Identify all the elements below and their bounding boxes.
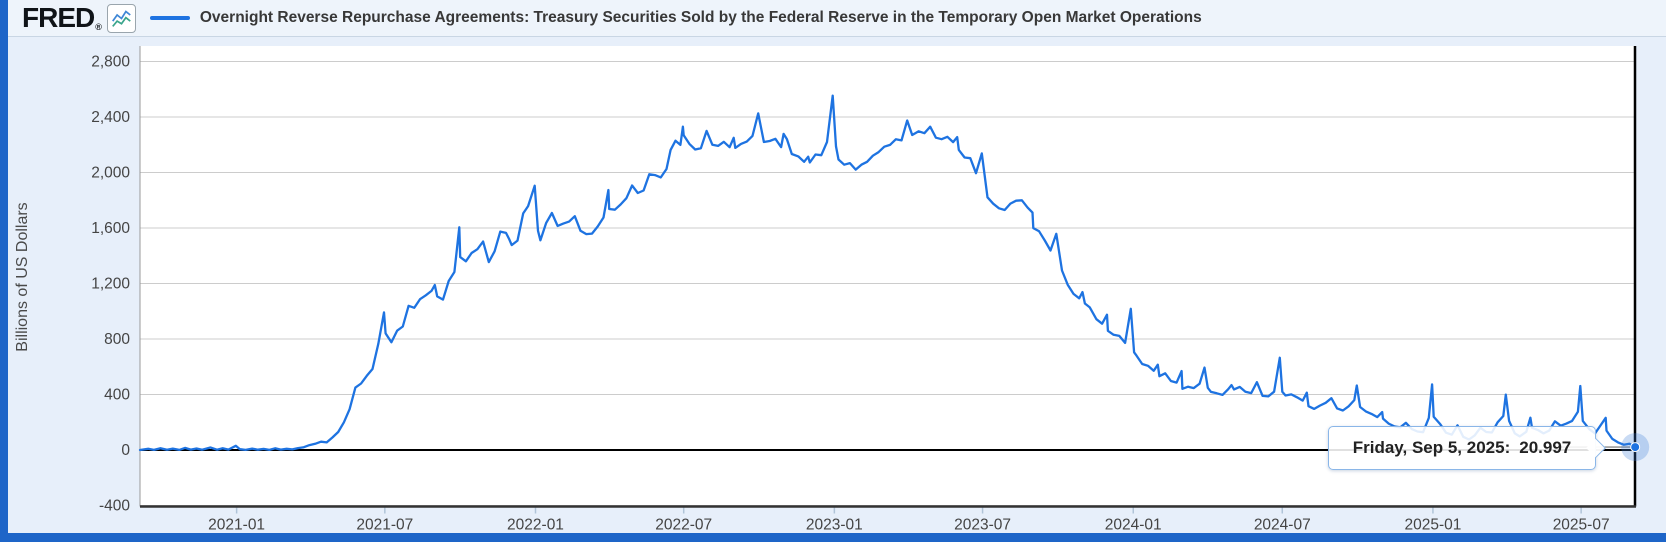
x-tick-label: 2021-01: [208, 517, 265, 534]
x-tick-label: 2024-01: [1105, 517, 1162, 534]
x-tick-label: 2025-01: [1404, 517, 1461, 534]
x-tick-label: 2023-01: [806, 517, 863, 534]
fred-logo-text: FRED: [22, 2, 95, 33]
tooltip-date-label: Friday, Sep 5, 2025:: [1352, 438, 1511, 457]
bottom-accent-bar: [0, 533, 1666, 542]
x-tick-label: 2022-01: [507, 517, 564, 534]
line-chart-icon[interactable]: [106, 3, 136, 33]
x-tick-label: 2023-07: [954, 517, 1011, 534]
y-tick-label: -400: [99, 498, 130, 515]
y-tick-label: 0: [121, 442, 130, 459]
x-tick-label: 2021-07: [356, 517, 413, 534]
y-tick-label: 2,000: [91, 165, 130, 182]
chart-header: FRED® Overnight Reverse Repurchase Agree…: [8, 0, 1666, 37]
data-tooltip: Friday, Sep 5, 2025: 20.997: [1328, 426, 1606, 470]
x-tick-label: 2024-07: [1254, 517, 1311, 534]
y-tick-label: 400: [104, 387, 130, 404]
line-chart-icon-glyph: [111, 9, 131, 27]
x-tick-label: 2025-07: [1553, 517, 1610, 534]
registered-trademark: ®: [95, 22, 102, 32]
left-edge-accent-bar: [0, 0, 8, 542]
tooltip-value: 20.997: [1519, 438, 1572, 457]
y-tick-label: 1,200: [91, 276, 130, 293]
y-axis-title: Billions of US Dollars: [14, 202, 31, 352]
series-legend-marker: [149, 16, 190, 20]
y-tick-label: 800: [104, 331, 130, 348]
series-title: Overnight Reverse Repurchase Agreements:…: [199, 9, 1202, 26]
fred-logo[interactable]: FRED®: [22, 2, 102, 33]
last-point-marker: [1630, 442, 1641, 453]
y-tick-label: 2,800: [91, 54, 130, 71]
x-tick-label: 2022-07: [655, 517, 712, 534]
y-tick-label: 2,400: [91, 109, 130, 126]
y-tick-label: 1,600: [91, 220, 130, 237]
